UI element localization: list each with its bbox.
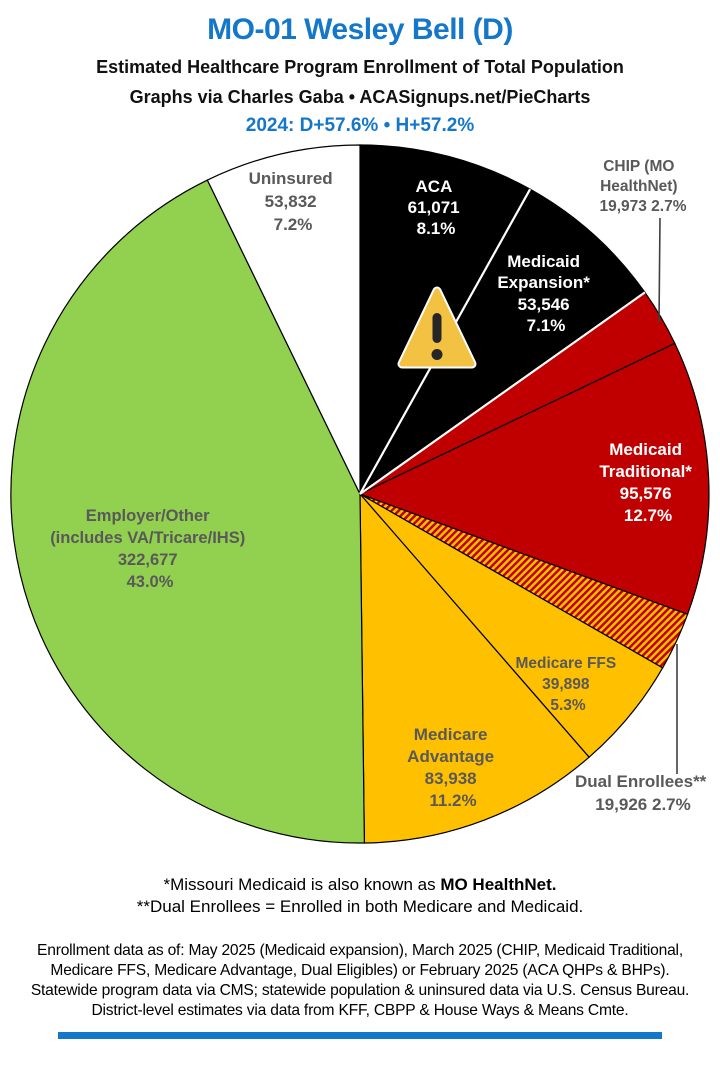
header: MO-01 Wesley Bell (D) Estimated Healthca… bbox=[0, 0, 720, 138]
white-divider bbox=[359, 291, 646, 495]
pie-slice-employer-other-includes-va-tricare-ihs- bbox=[10, 179, 366, 844]
source-line: Statewide program data via CMS; statewid… bbox=[30, 982, 690, 1000]
label-medicaid-traditional: Medicaid Traditional* 95,576 12.7% bbox=[599, 440, 696, 525]
subtitle-enrollment: Estimated Healthcare Program Enrollment … bbox=[96, 57, 624, 77]
pie-slices bbox=[10, 144, 710, 844]
footnote-mo-healthnet: *Missouri Medicaid is also known as MO H… bbox=[163, 874, 557, 894]
source-line: Medicare FFS, Medicare Advantage, Dual E… bbox=[50, 961, 670, 979]
footnote-dual-enrollees: **Dual Enrollees = Enrolled in both Medi… bbox=[136, 897, 584, 917]
warning-icon-bar bbox=[432, 312, 442, 343]
source-line: District-level estimates via data from K… bbox=[91, 1002, 629, 1020]
warning-icon-body-edge bbox=[399, 288, 475, 367]
page-title: MO-01 Wesley Bell (D) bbox=[207, 13, 513, 46]
footer-accent-bar bbox=[58, 1031, 662, 1039]
pie-slice-medicaid-traditional bbox=[358, 342, 710, 615]
chip-leader-line bbox=[658, 217, 661, 322]
warning-icon-dot bbox=[431, 348, 443, 360]
pie-slice-medicaid-expansion bbox=[359, 188, 646, 495]
label-uninsured: Uninsured 53,832 7.2% bbox=[249, 169, 338, 234]
subtitle-credit: Graphs via Charles Gaba • ACASignups.net… bbox=[129, 86, 591, 107]
label-medicare-ffs: Medicare FFS 39,898 5.3% bbox=[515, 655, 620, 714]
source-note: Enrollment data as of: May 2025 (Medicai… bbox=[0, 941, 720, 1022]
pie-slice-medicare-advantage bbox=[359, 492, 590, 844]
subtitle-partisan-lean: 2024: D+57.6% • H+57.2% bbox=[245, 115, 475, 136]
warning-triangle-icon bbox=[397, 286, 477, 369]
label-employer-other: Employer/Other (includes VA/Tricare/IHS)… bbox=[50, 507, 250, 591]
footnotes: *Missouri Medicaid is also known as MO H… bbox=[0, 874, 720, 919]
label-dual-enrollees: Dual Enrollees** 19,926 2.7% bbox=[575, 772, 711, 814]
label-medicare-advantage: Medicare Advantage 83,938 11.2% bbox=[407, 725, 499, 810]
label-aca: ACA 61,071 8.1% bbox=[408, 177, 465, 238]
label-chip: CHIP (MO HealthNet) 19,973 2.7% bbox=[599, 158, 686, 215]
label-medicaid-expansion: Medicaid Expansion* 53,546 7.1% bbox=[497, 252, 594, 335]
pie-slice-uninsured bbox=[206, 144, 361, 495]
source-line: Enrollment data as of: May 2025 (Medicai… bbox=[37, 941, 683, 959]
pie-chart: ACA 61,071 8.1% Medicaid Expansion* 53,5… bbox=[10, 144, 711, 844]
